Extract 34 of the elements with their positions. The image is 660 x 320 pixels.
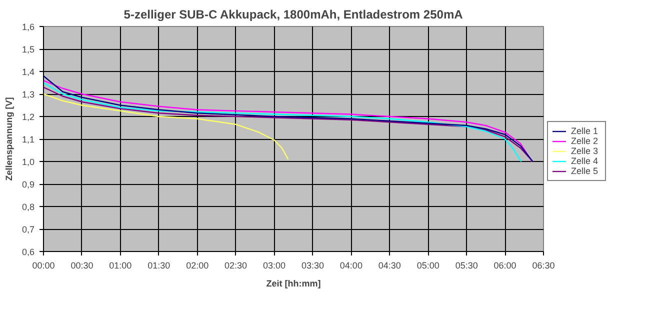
x-tick-label: 04:30 — [378, 260, 401, 270]
y-tick-label: 0,8 — [22, 202, 35, 212]
legend-label: Zelle 3 — [571, 146, 600, 156]
x-tick-label: 03:00 — [263, 260, 286, 270]
y-tick-label: 0,6 — [22, 247, 35, 257]
x-tick-label: 02:00 — [186, 260, 209, 270]
x-tick-label: 00:30 — [70, 260, 94, 270]
y-tick-label: 1,1 — [22, 134, 35, 144]
x-axis-title: Zeit [hh:mm] — [266, 278, 321, 288]
x-tick-label: 02:30 — [224, 260, 248, 270]
y-axis-title: Zellenspannung [V] — [4, 97, 14, 181]
line-series — [44, 93, 289, 160]
x-tick-label: 01:30 — [148, 260, 170, 270]
legend-label: Zelle 2 — [571, 136, 600, 146]
y-tick-label: 1,3 — [22, 90, 35, 100]
y-tick-label: 1,0 — [22, 157, 35, 167]
legend-label: Zelle 4 — [571, 156, 600, 166]
x-tick-label: 05:30 — [455, 260, 478, 270]
x-tick-label: 03:30 — [301, 260, 324, 270]
y-tick-label: 0,7 — [22, 224, 35, 234]
x-tick-label: 06:30 — [532, 260, 555, 270]
legend-label: Zelle 5 — [571, 166, 600, 176]
y-tick-label: 1,4 — [22, 67, 35, 77]
chart-title: 5-zelliger SUB-C Akkupack, 1800mAh, Entladestrom 250mA — [124, 8, 464, 22]
y-tick-label: 1,6 — [22, 22, 35, 32]
y-tick-label: 1,5 — [22, 44, 35, 54]
y-tick-label: 0,9 — [22, 180, 35, 190]
x-tick-label: 00:00 — [32, 260, 55, 270]
x-tick-label: 01:00 — [109, 260, 132, 270]
legend-label: Zelle 1 — [571, 126, 600, 136]
x-tick-label: 04:00 — [340, 260, 362, 270]
y-tick-label: 1,2 — [22, 112, 35, 122]
x-tick-label: 05:00 — [416, 260, 440, 270]
x-tick-label: 06:00 — [494, 260, 516, 270]
